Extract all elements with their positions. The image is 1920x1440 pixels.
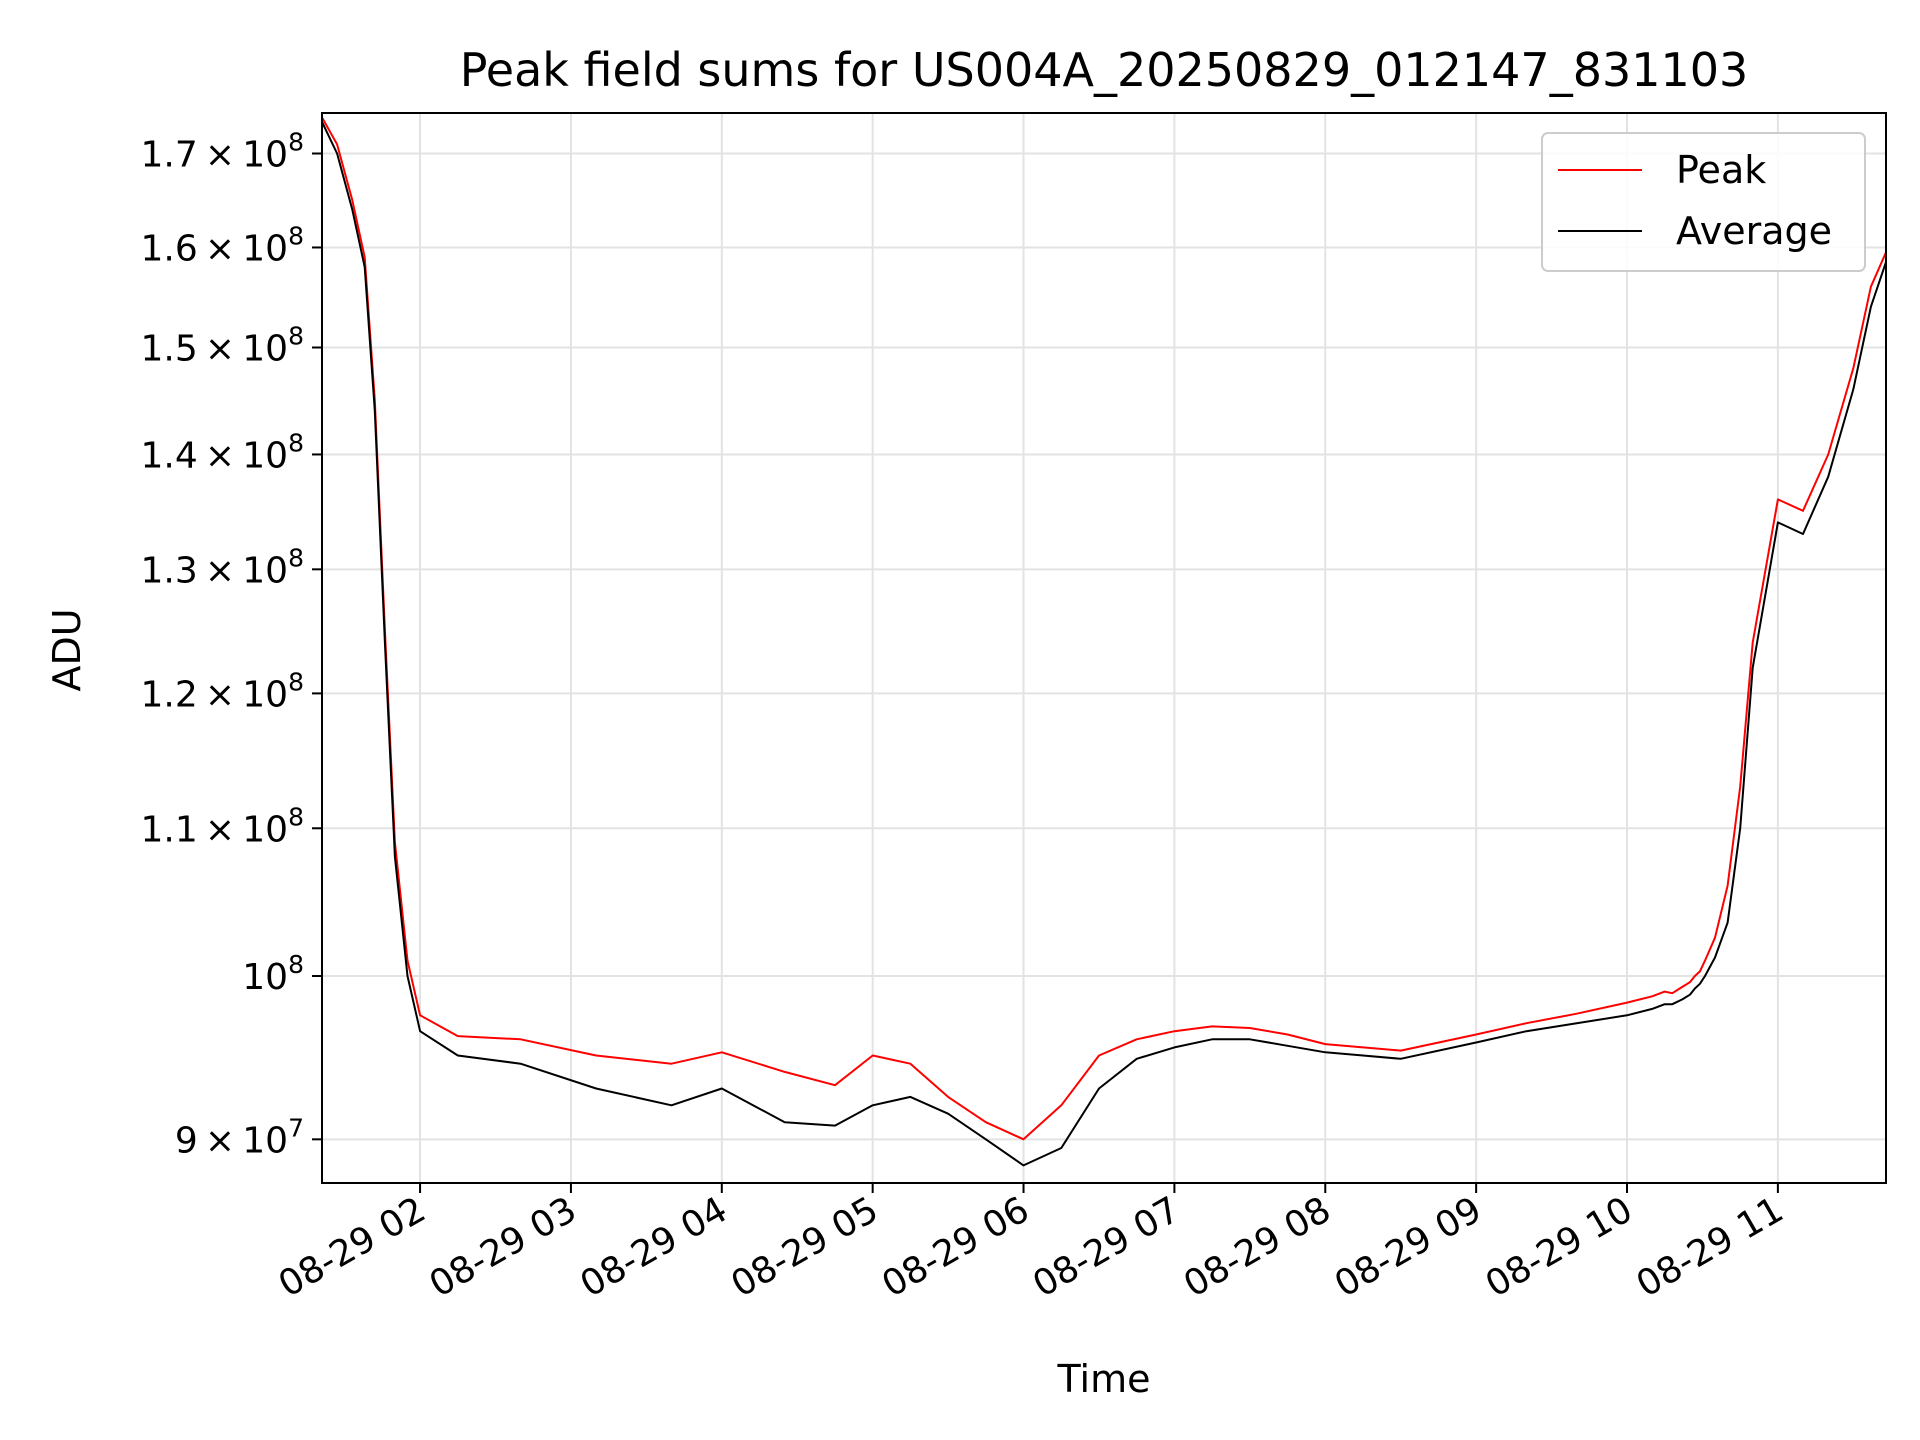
legend-label-average: Average [1676,209,1832,253]
legend-box [1541,132,1866,272]
y-tick-label: 1.3 × 108 [140,543,304,591]
y-tick-label: 9 × 107 [175,1113,304,1161]
plot-lines [321,116,1887,1167]
chart-title: Peak field sums for US004A_20250829_0121… [460,43,1749,97]
y-tick-label: 1.6 × 108 [140,221,304,269]
y-tick-label: 1.4 × 108 [140,428,304,476]
y-tick-label: 1.1 × 108 [140,802,304,850]
grid [322,113,1886,1183]
y-tick-label: 1.7 × 108 [140,127,304,175]
plot-frame [321,112,1887,1184]
y-tick-label: 108 [242,950,304,998]
y-axis-label: ADU [45,608,89,691]
y-axis-ticks: 9 × 107 108 1.1 × 108 1.2 × 108 1.3 × 108 1.4… [140,127,322,1161]
y-tick-label: 1.2 × 108 [140,667,304,715]
series-line-average [321,121,1887,1167]
series-line-peak [321,116,1887,1141]
x-axis-label: Time [1057,1357,1151,1401]
legend: Peak Average [1541,132,1866,272]
y-tick-label: 1.5 × 108 [140,322,304,370]
legend-label-peak: Peak [1676,148,1766,192]
